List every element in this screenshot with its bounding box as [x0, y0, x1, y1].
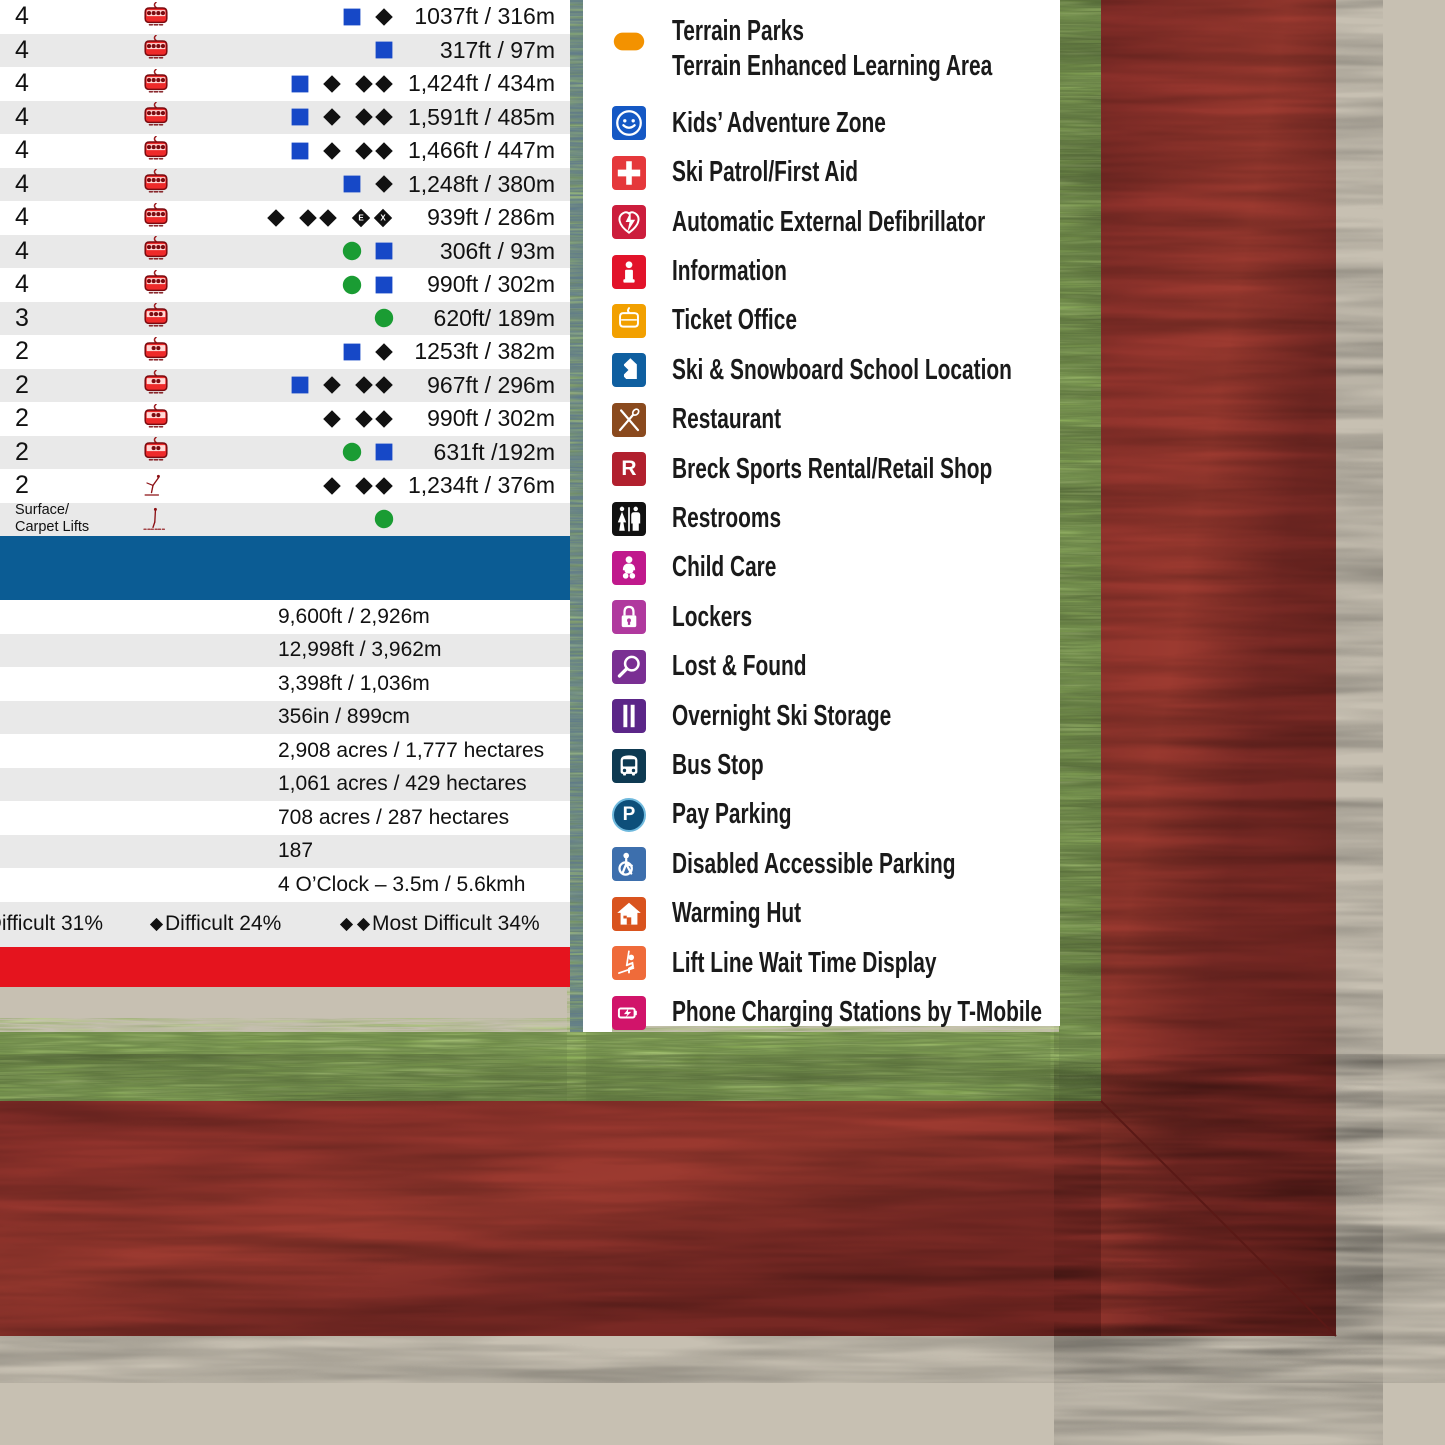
svg-text:E: E [358, 213, 364, 222]
